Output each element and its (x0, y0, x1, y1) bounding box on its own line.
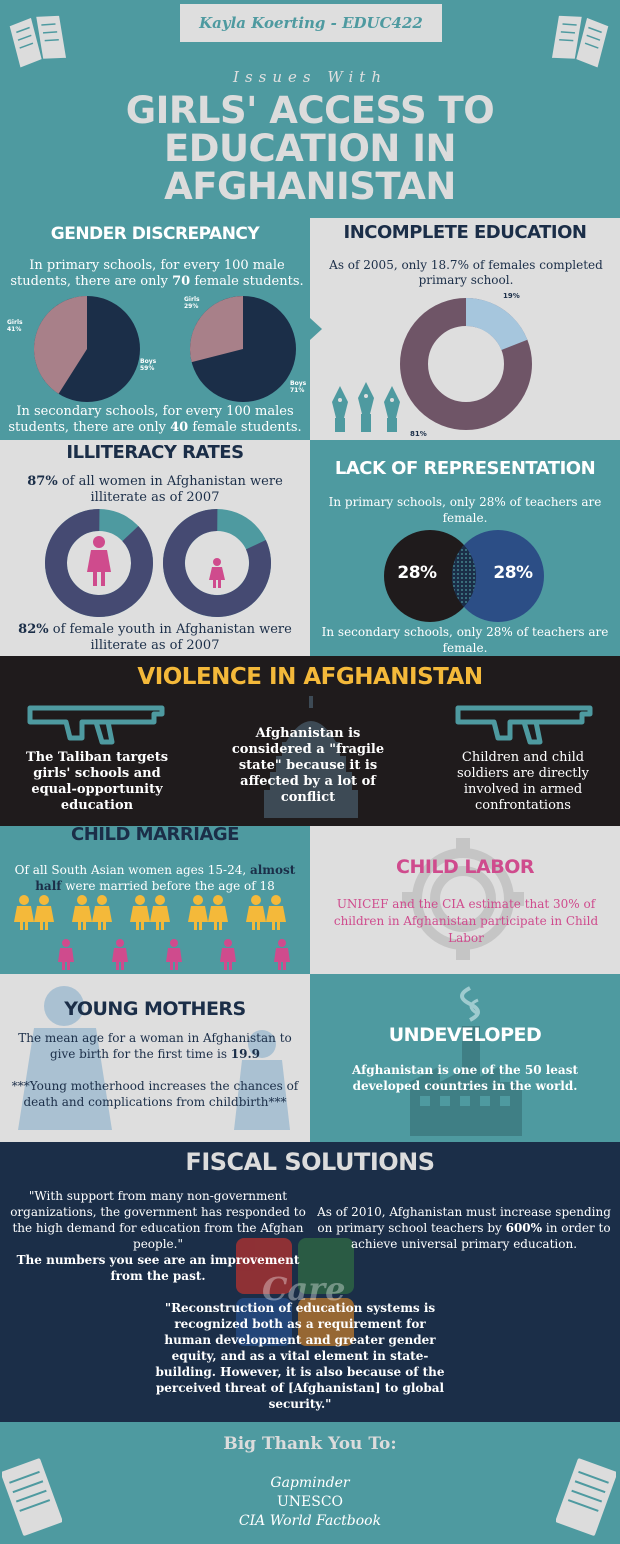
violence-col-taliban: The Taliban targets girls' schools and e… (25, 750, 169, 813)
donut-label-large: 81% (410, 430, 427, 438)
fiscal-solutions-section: Care FISCAL SOLUTIONS "With support from… (0, 1142, 620, 1422)
title-line: GIRLS' ACCESS TO (125, 89, 495, 132)
girl-icon (209, 558, 225, 588)
source-item: UNESCO (276, 1494, 344, 1510)
child-labor-section: CHILD LABOR UNICEF and the CIA estimate … (310, 826, 620, 974)
factory-icon (410, 986, 522, 1136)
child-marriage-section: CHILD MARRIAGE Of all South Asian women … (0, 826, 310, 974)
pie-slice-girls (190, 296, 243, 363)
incomplete-education-section: INCOMPLETE EDUCATION As of 2005, only 18… (310, 218, 620, 440)
pie-slice-girls (33, 296, 87, 394)
author-badge: Kayla Koerting - EDUC422 (180, 4, 442, 42)
violence-col-fragile-state: Afghanistan is considered a "fragile sta… (231, 726, 385, 805)
illiteracy-top-text: 87% of all women in Afghanistan were ill… (27, 474, 283, 505)
illiteracy-ring-youth (163, 509, 271, 617)
illiteracy-bottom-text: 82% of female youth in Afghanistan were … (18, 622, 292, 653)
pie-label-boys: Boys 59% (140, 358, 157, 372)
young-mothers-section: YOUNG MOTHERS The mean age for a woman i… (0, 974, 310, 1142)
pen-nib-icon (332, 382, 400, 432)
pie-label-girls: Girls 41% (7, 319, 23, 333)
incomplete-donut (400, 298, 532, 430)
rifle-icon (27, 705, 165, 745)
gender-pie-secondary (190, 296, 296, 402)
gear-icon (402, 838, 524, 960)
undeveloped-text: Afghanistan is one of the 50 least devel… (351, 1063, 578, 1093)
paper-icon (556, 1456, 616, 1538)
header-section: Kayla Koerting - EDUC422 Issues With GIR… (0, 0, 620, 218)
mothers-note: ***Young motherhood increases the chance… (11, 1079, 299, 1109)
section-title: LACK OF REPRESENTATION (334, 458, 596, 479)
section-title: GENDER DISCREPANCY (50, 224, 260, 244)
venn-diagram (384, 530, 544, 622)
mothers-text: The mean age for a woman in Afghanistan … (18, 1031, 292, 1061)
gender-discrepancy-section: GENDER DISCREPANCY In primary schools, f… (0, 218, 310, 440)
section-title: INCOMPLETE EDUCATION (343, 222, 587, 243)
source-item: Gapminder (270, 1475, 350, 1491)
mosque-icon (264, 696, 358, 818)
undeveloped-section: UNDEVELOPED Afghanistan is one of the 50… (310, 974, 620, 1142)
section-title: YOUNG MOTHERS (64, 998, 246, 1020)
book-icon (550, 14, 611, 70)
thanks-title: Big Thank You To: (223, 1434, 397, 1454)
gender-secondary-text: In secondary schools, for every 100 male… (8, 404, 302, 435)
labor-text: UNICEF and the CIA estimate that 30% of … (333, 897, 599, 945)
mother-child-icon (18, 986, 290, 1130)
incomplete-text: As of 2005, only 18.7% of females comple… (329, 258, 603, 287)
women-icon-grid (14, 895, 290, 970)
thanks-section: Big Thank You To: Gapminder UNESCO CIA W… (0, 1422, 620, 1544)
care-logo (236, 1238, 354, 1346)
section-title: ILLITERACY RATES (66, 442, 244, 463)
representation-bottom-text: In secondary schools, only 28% of teache… (321, 625, 609, 655)
title-line: AFGHANISTAN (164, 165, 456, 208)
thanks-sources: Gapminder UNESCO CIA World Factbook (0, 1474, 620, 1531)
gender-pie-primary (33, 296, 140, 402)
section-title: FISCAL SOLUTIONS (185, 1148, 435, 1176)
venn-right-value: 28% (493, 563, 533, 583)
representation-section: LACK OF REPRESENTATION In primary school… (310, 440, 620, 656)
source-item: CIA World Factbook (238, 1513, 382, 1529)
care-logo-watermark: Care (262, 1270, 346, 1308)
author-name: Kayla Koerting - EDUC422 (199, 14, 423, 32)
section-title: CHILD LABOR (396, 856, 534, 878)
fiscal-quote-reconstruction: "Reconstruction of education systems is … (155, 1301, 445, 1411)
marriage-text: Of all South Asian women ages 15-24, alm… (14, 863, 296, 893)
title-line: EDUCATION IN (164, 127, 457, 170)
gender-primary-text: In primary schools, for every 100 male s… (10, 258, 304, 289)
woman-icon (87, 536, 111, 586)
kicker: Issues With (233, 68, 387, 86)
donut-label-small: 19% (503, 292, 520, 300)
donut-slice-completed (400, 298, 532, 430)
fiscal-spending-text: As of 2010, Afghanistan must increase sp… (317, 1205, 611, 1251)
page-title: GIRLS' ACCESS TO EDUCATION IN AFGHANISTA… (0, 92, 620, 206)
book-icon (7, 14, 68, 70)
violence-section: VIOLENCE IN AFGHANISTAN The Taliban targ… (0, 656, 620, 826)
pie-label-boys: Boys 71% (290, 380, 307, 394)
violence-col-child-soldiers: Children and child soldiers are directly… (456, 750, 590, 813)
section-title: UNDEVELOPED (388, 1024, 542, 1046)
pointer-arrow (310, 318, 322, 340)
illiteracy-section: ILLITERACY RATES 87% of all women in Afg… (0, 440, 310, 656)
rifle-icon (455, 705, 593, 745)
paper-icon (2, 1456, 62, 1538)
pie-label-girls: Girls 29% (184, 296, 200, 310)
representation-top-text: In primary schools, only 28% of teachers… (328, 495, 602, 525)
fiscal-quote-ngo: "With support from many non-government o… (10, 1189, 306, 1283)
section-title: VIOLENCE IN AFGHANISTAN (137, 664, 483, 690)
illiteracy-ring-women (45, 509, 153, 617)
venn-left-value: 28% (397, 563, 437, 583)
section-title: CHILD MARRIAGE (71, 826, 239, 845)
